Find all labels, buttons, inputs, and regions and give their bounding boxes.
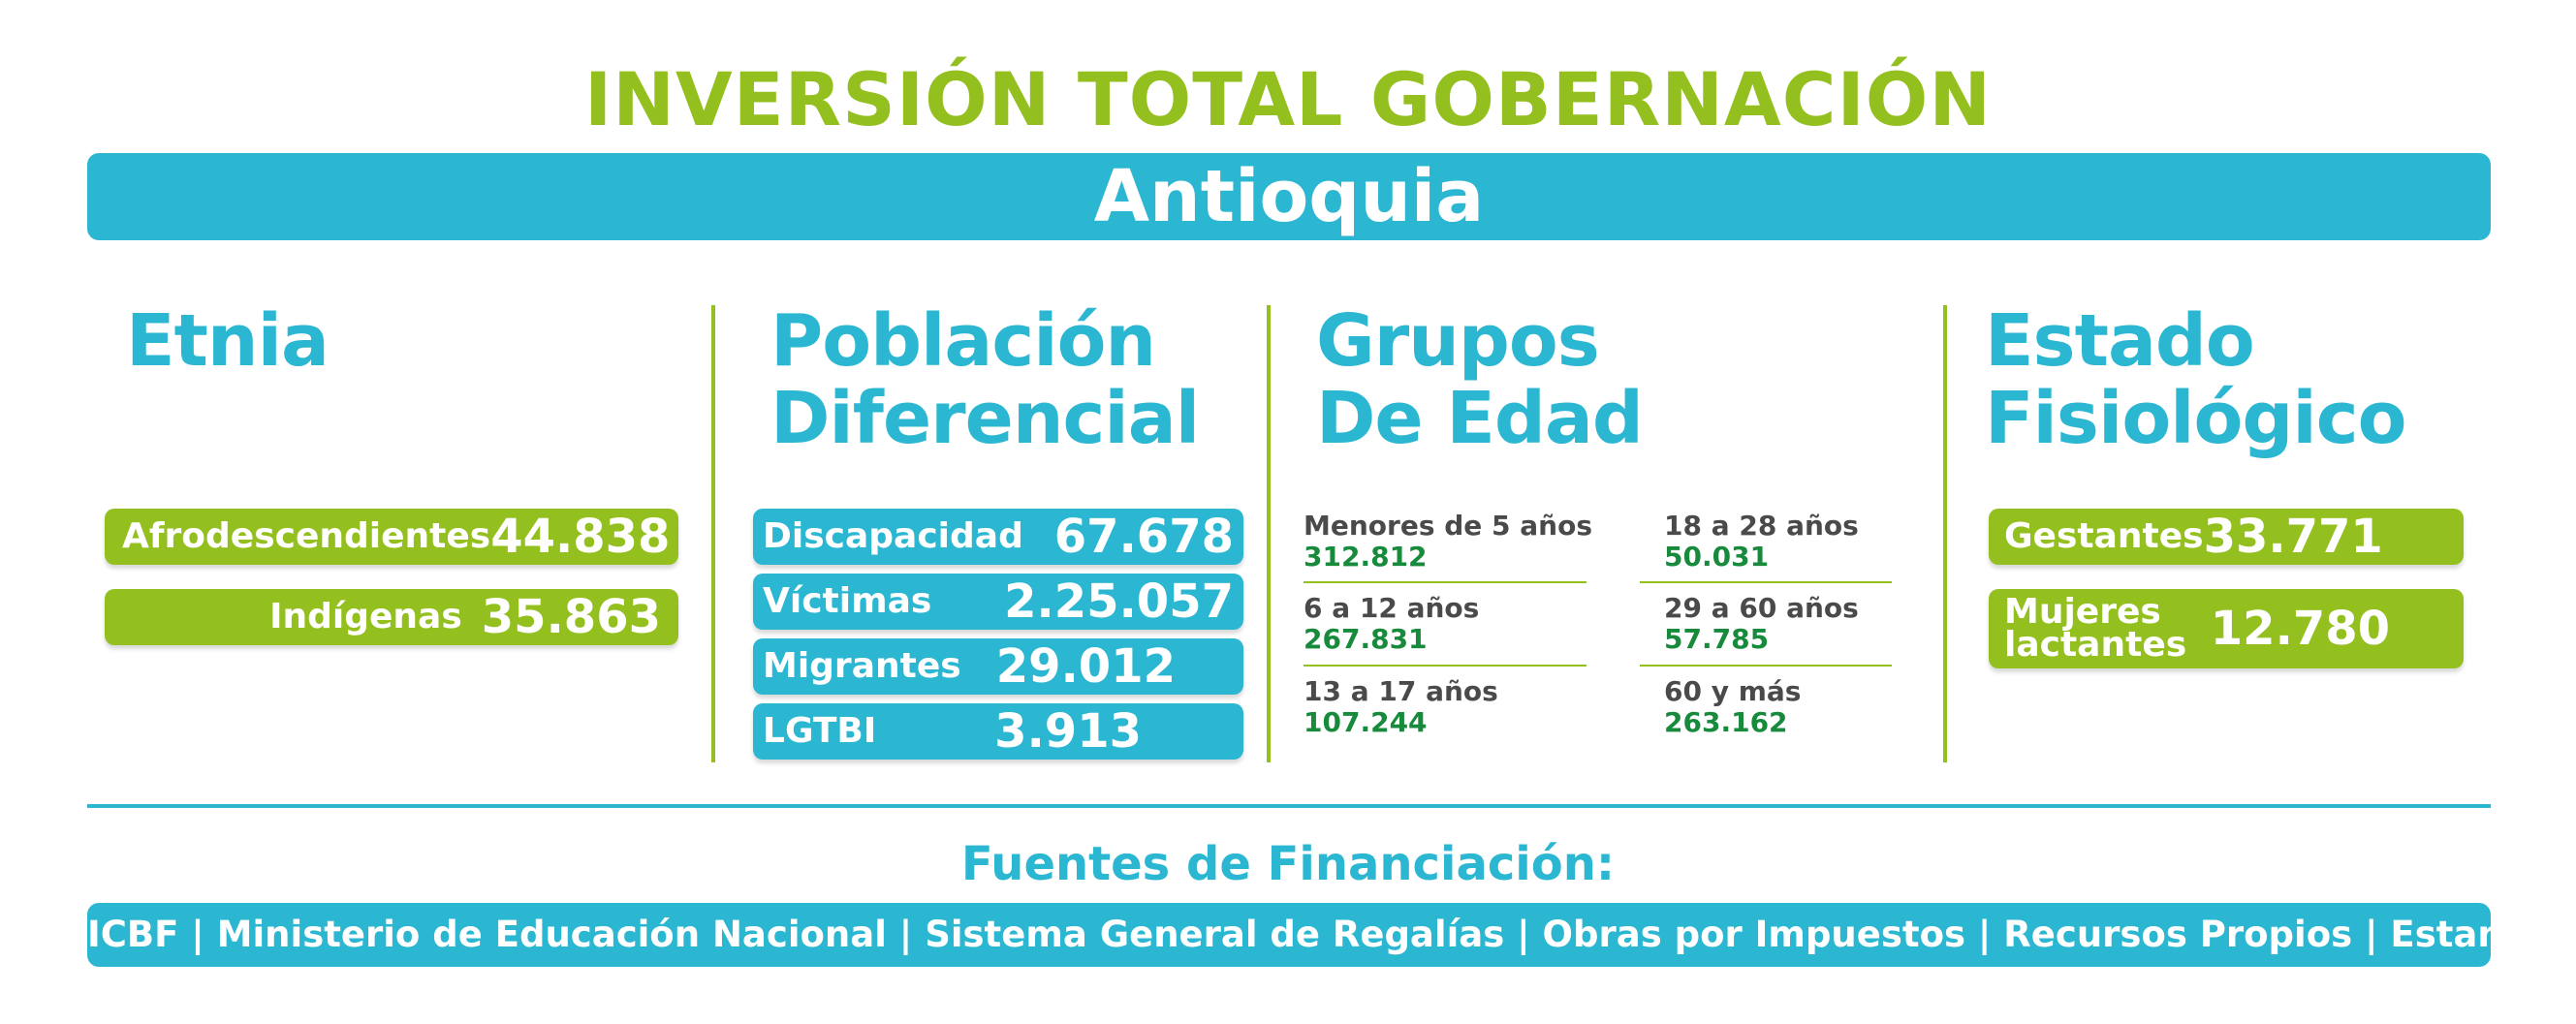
- age-label: 29 a 60 años: [1664, 592, 1859, 624]
- etnia-pill-indigenas: Indígenas 35.863: [105, 589, 678, 645]
- poblacion-pill: Discapacidad 67.678: [753, 509, 1243, 565]
- divider-1: [711, 305, 715, 762]
- divider-3: [1943, 305, 1947, 762]
- poblacion-label: LGTBI: [763, 711, 877, 751]
- funding-sources-bar: ICBF | Ministerio de Educación Nacional …: [87, 903, 2576, 967]
- edad-title-2: De Edad: [1316, 377, 1644, 460]
- fisiologico-value: 12.780: [2210, 602, 2390, 656]
- poblacion-label: Víctimas: [763, 581, 932, 621]
- footer-divider: [87, 804, 2491, 808]
- fisiologico-pill-gestantes: Gestantes 33.771: [1989, 509, 2464, 565]
- age-value: 263.162: [1664, 706, 1788, 738]
- etnia-pill-afro: Afrodescendientes 44.838: [105, 509, 678, 565]
- fisiologico-title-2: Fisiológico: [1985, 377, 2406, 460]
- age-label: 6 a 12 años: [1304, 592, 1480, 624]
- divider-2: [1267, 305, 1271, 762]
- poblacion-title-1: Población: [770, 299, 1156, 383]
- age-value: 107.244: [1304, 706, 1428, 738]
- fisiologico-title-1: Estado: [1985, 299, 2255, 383]
- fisiologico-label: Gestantes: [2004, 516, 2204, 556]
- fisiologico-pill-lactantes: Mujeres lactantes 12.780: [1989, 589, 2464, 668]
- age-label: 13 a 17 años: [1304, 675, 1498, 707]
- age-group: 6 a 12 años 267.831: [1304, 593, 1479, 655]
- age-group: 18 a 28 años 50.031: [1664, 511, 1859, 573]
- etnia-value: 44.838: [490, 510, 671, 564]
- age-group: Menores de 5 años 312.812: [1304, 511, 1592, 573]
- poblacion-value: 3.913: [994, 704, 1142, 759]
- etnia-value: 35.863: [481, 590, 661, 644]
- poblacion-pill: LGTBI 3.913: [753, 703, 1243, 760]
- age-value: 50.031: [1664, 541, 1770, 573]
- etnia-label: Afrodescendientes: [122, 516, 491, 556]
- fisiologico-label-1: Mujeres: [2004, 592, 2161, 632]
- main-title: INVERSIÓN TOTAL GOBERNACIÓN: [584, 56, 1992, 142]
- fisiologico-value: 33.771: [2203, 510, 2383, 564]
- poblacion-pill: Migrantes 29.012: [753, 638, 1243, 695]
- region-banner: Antioquia: [87, 153, 2491, 240]
- age-label: 60 y más: [1664, 675, 1802, 707]
- age-rule: [1640, 665, 1892, 667]
- age-group: 29 a 60 años 57.785: [1664, 593, 1859, 655]
- poblacion-title-2: Diferencial: [770, 377, 1200, 460]
- funding-title: Fuentes de Financiación:: [960, 837, 1616, 891]
- fisiologico-label-2: lactantes: [2004, 625, 2187, 665]
- etnia-label: Indígenas: [269, 597, 462, 636]
- poblacion-value: 67.678: [1053, 510, 1234, 564]
- age-rule: [1304, 581, 1586, 583]
- poblacion-pill: Víctimas 2.25.057: [753, 574, 1243, 630]
- age-group: 13 a 17 años 107.244: [1304, 676, 1498, 738]
- age-value: 57.785: [1664, 623, 1770, 655]
- edad-title-1: Grupos: [1316, 299, 1600, 383]
- poblacion-value: 2.25.057: [1004, 574, 1234, 629]
- age-rule: [1304, 665, 1586, 667]
- age-label: Menores de 5 años: [1304, 510, 1592, 542]
- fisiologico-label: Mujeres lactantes: [2004, 595, 2187, 665]
- age-group: 60 y más 263.162: [1664, 676, 1801, 738]
- etnia-title: Etnia: [126, 299, 330, 383]
- poblacion-value: 29.012: [995, 639, 1176, 694]
- age-value: 267.831: [1304, 623, 1428, 655]
- poblacion-label: Discapacidad: [763, 516, 1023, 556]
- poblacion-label: Migrantes: [763, 646, 961, 686]
- age-value: 312.812: [1304, 541, 1428, 573]
- age-rule: [1640, 581, 1892, 583]
- age-label: 18 a 28 años: [1664, 510, 1859, 542]
